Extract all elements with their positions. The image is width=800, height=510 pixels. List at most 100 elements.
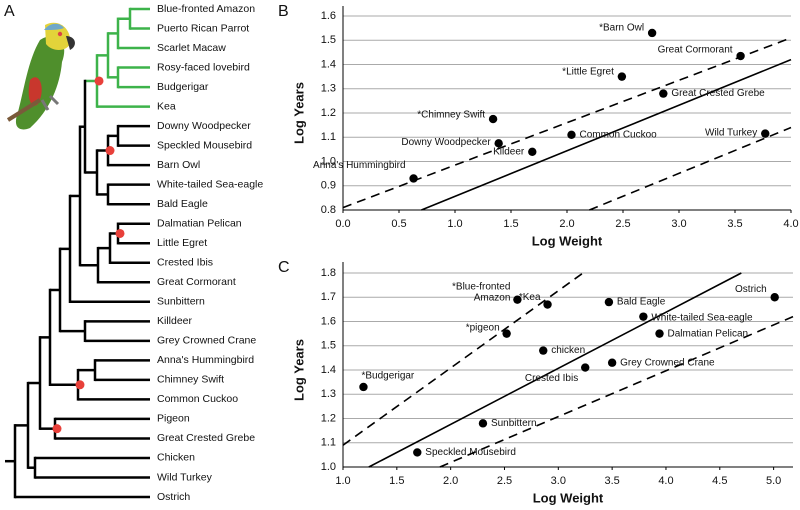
point xyxy=(409,174,418,183)
leaf-label: Dalmatian Pelican xyxy=(157,218,242,230)
point-label: Grey Crowned Crane xyxy=(620,357,715,368)
x-tick-label: 5.0 xyxy=(766,475,781,487)
point-label: Anna's Hummingbird xyxy=(313,160,406,171)
y-tick-label: 1.8 xyxy=(321,267,336,279)
point-label: Great Crested Grebe xyxy=(671,88,765,99)
point-label: *Little Egret xyxy=(562,66,614,77)
point xyxy=(647,28,657,38)
point xyxy=(604,297,614,307)
point-label: Wild Turkey xyxy=(705,127,757,138)
point-label: *pigeon xyxy=(466,322,500,333)
scatter-panel: C 1.0 1.1 1.2 1.3 1.4 1.5 1.6 1.7 1.8 1.0 1.5 2.0 2.5… xyxy=(278,259,794,505)
y-tick-label: 1.2 xyxy=(321,107,336,119)
panel-label: B xyxy=(278,3,289,20)
node-marker xyxy=(115,228,125,238)
y-tick-label: 1.5 xyxy=(321,34,336,46)
leaf-label: Downy Woodpecker xyxy=(157,120,251,132)
y-tick-label: 1.6 xyxy=(321,315,336,327)
point-label: Great Cormorant xyxy=(658,45,733,56)
point xyxy=(478,419,488,428)
point-label: Downy Woodpecker xyxy=(401,137,491,148)
y-tick-label: 1.2 xyxy=(321,412,336,424)
y-tick-label: 1.3 xyxy=(321,83,336,95)
leaf-label: Blue-fronted Amazon xyxy=(157,3,255,15)
point-label: Dalmatian Pelican xyxy=(668,328,749,339)
point-label: Speckled Mousebird xyxy=(425,447,516,458)
point-label: Common Cuckoo xyxy=(579,129,657,140)
fit-line xyxy=(342,272,584,446)
leaf-label: Killdeer xyxy=(157,315,193,327)
leaf-label: Great Crested Grebe xyxy=(157,432,255,444)
x-tick-label: 0.0 xyxy=(335,218,350,230)
scatter-panel: B 0.8 0.9 1.0 1.1 1.2 1.3 1.4 1.5 1.6 0.0 0.5 1.0 1.5… xyxy=(278,3,799,248)
x-tick-label: 4.0 xyxy=(783,218,798,230)
panel-label: A xyxy=(4,3,15,20)
point xyxy=(617,72,627,81)
point xyxy=(659,89,668,98)
x-tick-label: 3.5 xyxy=(727,218,742,230)
point xyxy=(513,295,522,304)
leaf-label: Speckled Mousebird xyxy=(157,139,252,151)
point-label: *Barn Owl xyxy=(599,23,644,34)
y-tick-label: 1.0 xyxy=(321,155,336,167)
parrot-illustration xyxy=(6,22,75,130)
node-marker xyxy=(94,76,104,86)
point xyxy=(502,329,511,338)
point-label: White-tailed Sea-eagle xyxy=(651,312,753,323)
leaf-label: Wild Turkey xyxy=(157,471,213,483)
x-tick-label: 4.0 xyxy=(658,475,673,487)
y-tick-label: 0.8 xyxy=(321,204,336,216)
point-label: *Budgerigar xyxy=(361,371,414,382)
x-tick-label: 4.5 xyxy=(712,475,727,487)
point-label: Crested Ibis xyxy=(525,373,578,384)
x-tick-label: 0.5 xyxy=(391,218,406,230)
leaf-label: Little Egret xyxy=(157,237,207,249)
y-axis-label: Log Years xyxy=(291,339,306,401)
panel-label: C xyxy=(278,259,290,276)
x-tick-label: 3.5 xyxy=(604,475,619,487)
y-tick-label: 1.6 xyxy=(321,10,336,22)
leaf-label: Great Cormorant xyxy=(157,276,236,288)
point xyxy=(770,293,779,302)
y-axis-label: Log Years xyxy=(291,82,306,144)
leaf-label: Sunbittern xyxy=(157,296,205,308)
point xyxy=(413,448,422,457)
point-label: *Blue-fronted xyxy=(452,281,510,292)
point-label: Sunbittern xyxy=(491,418,537,429)
x-tick-label: 3.0 xyxy=(671,218,686,230)
leaf-label: Chicken xyxy=(157,452,195,464)
point xyxy=(488,114,498,124)
x-tick-label: 2.0 xyxy=(559,218,574,230)
x-tick-label: 2.5 xyxy=(615,218,630,230)
y-tick-label: 1.5 xyxy=(321,340,336,352)
leaf-label: Scarlet Macaw xyxy=(157,42,226,54)
node-marker xyxy=(52,424,62,434)
leaf-label: White-tailed Sea-eagle xyxy=(157,178,263,190)
leaf-label: Bald Eagle xyxy=(157,198,208,210)
fit-line xyxy=(368,272,742,468)
point xyxy=(528,147,537,156)
x-axis-label: Log Weight xyxy=(533,490,604,505)
point xyxy=(494,139,503,148)
leaf-label: Kea xyxy=(157,100,176,112)
y-tick-label: 1.1 xyxy=(321,131,336,143)
point-label: Amazon xyxy=(474,292,511,303)
leaf-label: Puerto Rican Parrot xyxy=(157,22,249,34)
y-tick-label: 1.3 xyxy=(321,388,336,400)
point xyxy=(607,358,617,367)
point xyxy=(655,329,664,338)
point-label: Bald Eagle xyxy=(617,297,666,308)
x-tick-label: 2.0 xyxy=(443,475,458,487)
point xyxy=(736,51,745,61)
x-tick-label: 1.0 xyxy=(335,475,350,487)
y-tick-label: 1.7 xyxy=(321,291,336,303)
x-tick-label: 1.5 xyxy=(503,218,518,230)
point-label: *Kea xyxy=(519,292,541,303)
fit-line xyxy=(439,315,794,468)
leaf-label: Rosy-faced lovebird xyxy=(157,61,250,73)
y-tick-label: 1.0 xyxy=(321,461,336,473)
leaf-label: Anna's Hummingbird xyxy=(157,354,254,366)
point-label: Kildeer xyxy=(493,146,525,157)
x-tick-label: 2.5 xyxy=(497,475,512,487)
